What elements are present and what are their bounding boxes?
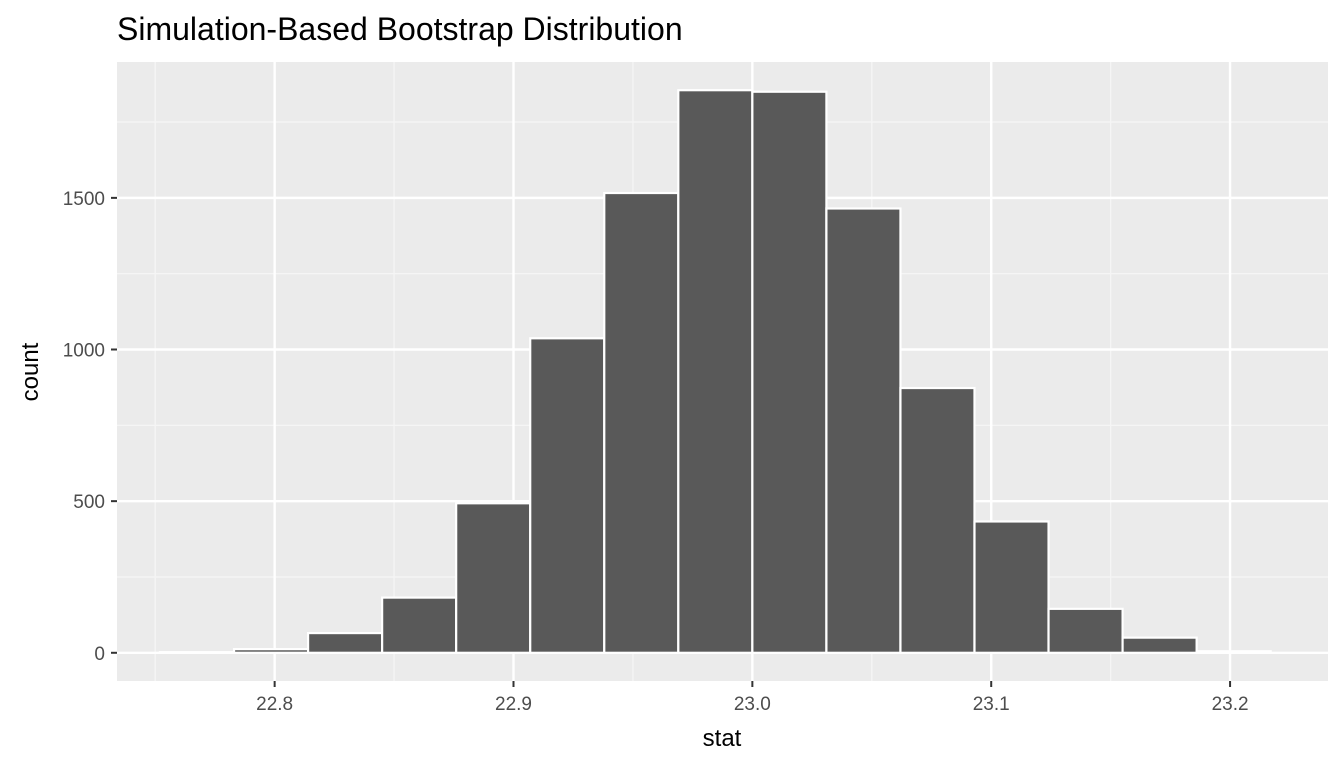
- histogram-bar: [973, 520, 1050, 654]
- histogram-bar: [1121, 636, 1198, 654]
- y-axis-title: count: [17, 342, 44, 401]
- chart-title: Simulation-Based Bootstrap Distribution: [117, 11, 683, 47]
- histogram-bar: [825, 207, 902, 654]
- y-tick-label: 0: [94, 644, 105, 665]
- histogram-bar: [1195, 650, 1272, 654]
- y-tick-label: 1500: [63, 189, 105, 210]
- histogram-bar: [899, 386, 976, 654]
- histogram-bar: [381, 596, 458, 654]
- y-tick-label: 1000: [63, 341, 105, 362]
- x-tick-label: 22.8: [256, 694, 293, 715]
- histogram-bar: [306, 631, 384, 654]
- histogram-bar: [232, 648, 310, 654]
- histogram-bar: [677, 89, 754, 654]
- histogram-bar: [158, 651, 236, 654]
- histogram-bar: [1047, 607, 1124, 654]
- histogram-bar: [751, 90, 828, 654]
- x-axis: 22.8 22.9 23.0 23.1 23.2: [256, 681, 1249, 715]
- histogram-bar: [455, 502, 532, 654]
- x-tick-label: 22.9: [495, 694, 532, 715]
- histogram-bars: [158, 89, 1272, 654]
- y-axis: 0 500 1000 1500: [63, 189, 117, 665]
- x-tick-label: 23.1: [973, 694, 1010, 715]
- x-tick-label: 23.2: [1212, 694, 1249, 715]
- histogram-bar: [529, 337, 606, 654]
- y-tick-label: 500: [73, 492, 105, 513]
- histogram-bar: [603, 191, 680, 654]
- x-axis-title: stat: [703, 725, 742, 752]
- x-tick-label: 23.0: [734, 694, 771, 715]
